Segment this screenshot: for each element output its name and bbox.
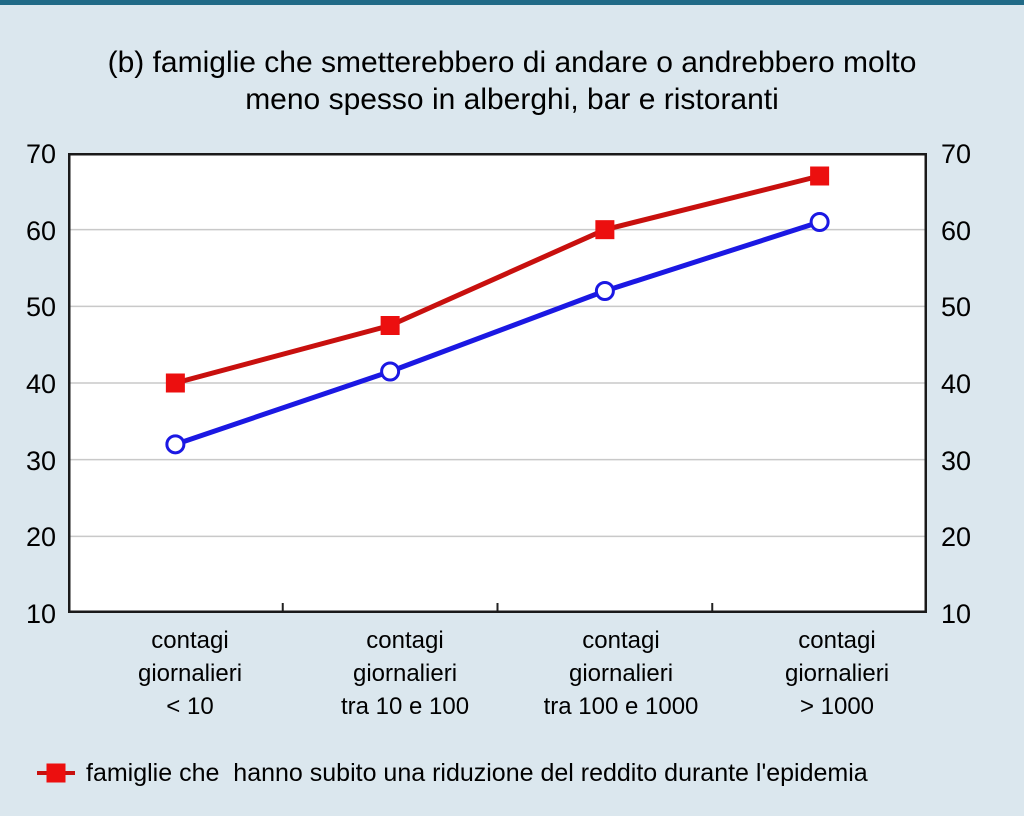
y-tick-label: 70 xyxy=(25,139,56,169)
legend-label: famiglie che hanno subito una riduzione … xyxy=(86,759,868,787)
legend-marker-icon xyxy=(37,763,75,783)
x-axis-label: contagi giornalieri tra 10 e 100 xyxy=(340,627,470,720)
y-tick-label: 20 xyxy=(941,522,972,553)
series-1-point-2 xyxy=(594,281,615,301)
y-tick-label: 60 xyxy=(941,215,972,246)
y-tick-label: 20 xyxy=(25,522,56,553)
y-tick-label: 70 xyxy=(941,139,972,169)
series-0-point-0 xyxy=(165,373,185,393)
y-tick-label: 60 xyxy=(25,215,56,246)
chart-title: (b) famiglie che smetterebbero di andare… xyxy=(107,46,917,116)
y-tick-label: 40 xyxy=(941,369,972,399)
x-axis-label: contagi giornalieri > 1000 xyxy=(784,627,890,720)
legend: famiglie che hanno subito una riduzione … xyxy=(36,758,868,788)
y-tick-label: 50 xyxy=(25,292,56,323)
series-0-point-1 xyxy=(380,316,400,335)
x-axis-label: contagi giornalieri < 10 xyxy=(137,627,243,720)
y-tick-label: 50 xyxy=(941,292,972,323)
x-axis-label: contagi giornalieri tra 100 e 1000 xyxy=(543,627,699,720)
series-line-0 xyxy=(172,173,823,386)
series-1-point-0 xyxy=(165,434,186,455)
y-tick-label: 10 xyxy=(25,599,56,629)
y-tick-label: 40 xyxy=(25,369,56,399)
plot-border xyxy=(68,153,927,613)
top-border xyxy=(0,0,1024,5)
series-0-point-3 xyxy=(810,166,830,186)
y-tick-label: 30 xyxy=(941,445,972,476)
plot-area xyxy=(68,153,927,613)
y-tick-label: 30 xyxy=(25,445,56,476)
series-line-1 xyxy=(172,219,823,447)
series-0-point-2 xyxy=(595,220,615,240)
series-1-point-3 xyxy=(809,212,830,232)
y-tick-label: 10 xyxy=(941,599,972,629)
series-1-point-1 xyxy=(380,361,401,382)
